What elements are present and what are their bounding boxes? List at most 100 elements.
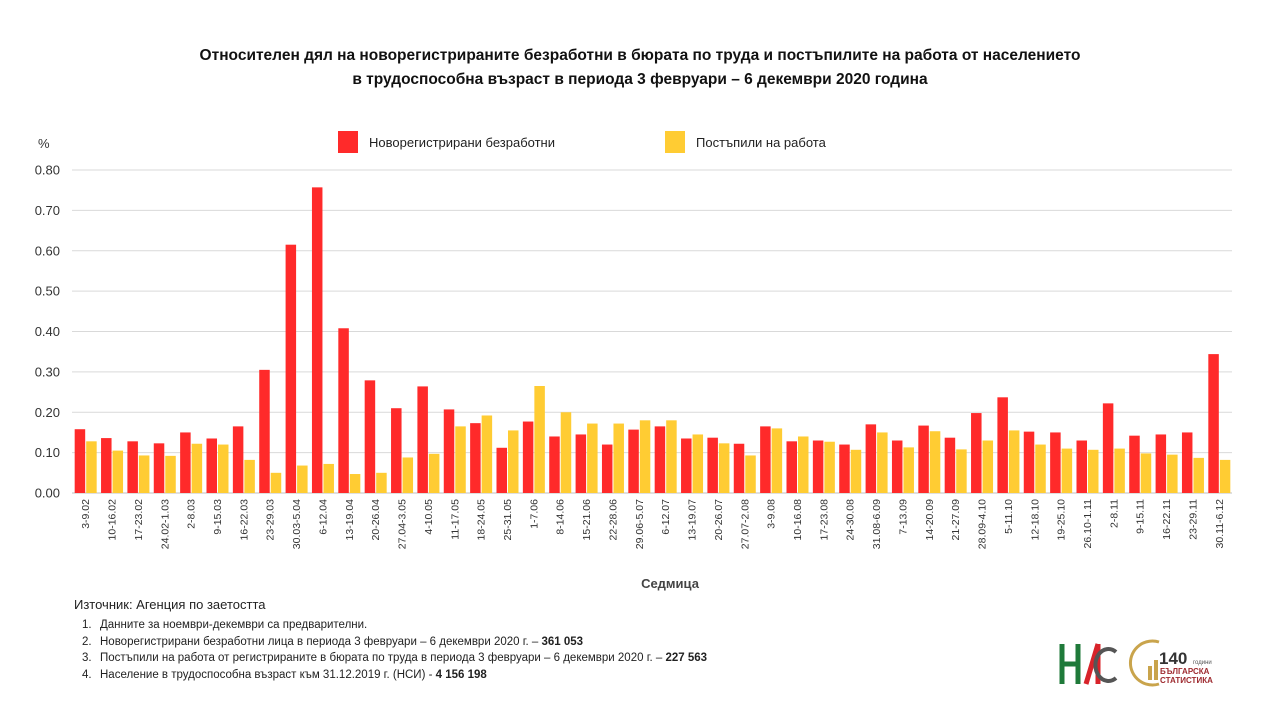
anniversary-ring-icon [1128, 639, 1160, 687]
bar-started-work [1008, 430, 1020, 493]
bar-new-unemployed [707, 437, 718, 493]
y-tick-label: 0.40 [35, 324, 60, 339]
x-tick-label: 27.07-2.08 [739, 499, 751, 549]
bar-new-unemployed [153, 443, 165, 493]
x-tick-label: 3-9.08 [766, 499, 778, 529]
legend-label-new-unemployed: Новорегистрирани безработни [369, 134, 555, 150]
x-axis-title: Седмица [641, 576, 699, 591]
footnote-4: 4. Население в трудоспособна възраст към … [82, 668, 487, 681]
x-tick-label: 30.11-6.12 [1214, 499, 1226, 549]
y-axis-unit: % [38, 136, 50, 151]
bar-new-unemployed [443, 409, 455, 493]
x-tick-label: 26.10-1.11 [1082, 499, 1094, 549]
x-tick-label: 29.06-5.07 [634, 499, 646, 549]
bar-started-work [508, 430, 519, 493]
x-tick-label: 10-16.02 [107, 499, 119, 541]
bar-new-unemployed [971, 413, 982, 493]
bar-started-work [929, 431, 941, 493]
chart-title: Относителен дял на новорегистрираните бе… [0, 44, 1280, 92]
bar-started-work [850, 449, 862, 493]
x-tick-label: 8-14.06 [555, 499, 567, 535]
bar-new-unemployed [1102, 403, 1114, 493]
bar-new-unemployed [391, 408, 402, 493]
x-tick-label: 20-26.07 [713, 499, 725, 541]
x-tick-label: 24.02-1.03 [159, 499, 171, 549]
bar-started-work [297, 465, 308, 493]
footnote-1: 1. Данните за ноември-декември са предвар… [82, 619, 368, 631]
legend-swatch-red [338, 131, 358, 153]
bar-started-work [323, 463, 334, 493]
x-tick-label: 13-19.07 [687, 499, 699, 541]
x-tick-label: 19-25.10 [1056, 499, 1068, 541]
bar-new-unemployed [865, 424, 877, 493]
anniversary-140-logo: 140 години БЪЛГАРСКА СТАТИСТИКА [1128, 639, 1213, 687]
chart-title-line2: в трудоспособна възраст в периода 3 февр… [352, 71, 928, 88]
x-tick-label: 27.04-3.05 [397, 499, 409, 549]
bar-new-unemployed [997, 397, 1008, 493]
bar-started-work [244, 459, 255, 493]
bar-new-unemployed [1129, 435, 1140, 493]
bar-new-unemployed [786, 441, 797, 493]
bar-started-work [86, 441, 97, 493]
bar-started-work [428, 453, 440, 493]
bar-started-work [560, 412, 572, 493]
x-tick-label: 11-17.05 [449, 499, 461, 540]
bar-started-work [877, 432, 888, 493]
bar-started-work [771, 428, 783, 493]
legend-swatch-yellow [665, 131, 685, 153]
x-tick-label: 5-11.10 [1003, 499, 1015, 534]
bar-new-unemployed [311, 187, 323, 493]
x-tick-label: 28.09-4.10 [977, 499, 989, 549]
bar-new-unemployed [760, 426, 771, 493]
y-tick-label: 0.60 [35, 243, 60, 258]
bar-new-unemployed [285, 244, 297, 493]
y-tick-label: 0.30 [35, 364, 60, 379]
anniversary-number: 140 [1159, 649, 1187, 668]
bar-started-work [1140, 453, 1152, 493]
bar-started-work [956, 449, 967, 493]
x-tick-label: 3-9.02 [80, 499, 92, 529]
bar-started-work [639, 420, 651, 493]
y-tick-label: 0.50 [35, 284, 60, 299]
bar-new-unemployed [1050, 432, 1061, 493]
x-tick-label: 17-23.08 [818, 499, 830, 541]
x-tick-label: 2-8.03 [186, 499, 198, 529]
legend-item-started-work: Постъпили на работа [665, 131, 826, 153]
bar-new-unemployed [496, 447, 507, 493]
x-tick-label: 23-29.03 [265, 499, 277, 541]
footnote-2: 2. Новорегистрирани безработни лица в пер… [82, 635, 584, 648]
bar-new-unemployed [101, 438, 112, 493]
legend-item-new-unemployed: Новорегистрирани безработни [338, 131, 555, 153]
bar-new-unemployed [127, 441, 138, 493]
y-tick-label: 0.70 [35, 203, 60, 218]
bar-started-work [376, 472, 387, 493]
x-tick-label: 25-31.05 [502, 499, 514, 541]
bar-new-unemployed [918, 425, 929, 493]
x-tick-label: 23-29.11 [1187, 499, 1199, 540]
footnotes: 1. Данните за ноември-декември са предвар… [82, 617, 707, 683]
bar-started-work [455, 426, 466, 493]
bar-new-unemployed [522, 421, 534, 493]
bar-new-unemployed [1208, 354, 1219, 493]
bar-started-work [534, 386, 545, 493]
bar-started-work [982, 440, 994, 493]
bar-started-work [218, 444, 229, 493]
bar-chart: 0.00 0.10 0.20 0.30 0.40 0.50 0.60 0.70 0.80 3-9.… [35, 163, 1232, 549]
bar-started-work [481, 415, 493, 493]
bar-started-work [191, 443, 203, 493]
bar-new-unemployed [575, 434, 587, 493]
x-tick-label: 13-19.04 [344, 499, 356, 541]
x-tick-label: 6-12.04 [317, 499, 329, 535]
x-tick-label: 21-27.09 [950, 499, 962, 541]
y-tick-label: 0.00 [35, 486, 60, 501]
bar-started-work [112, 450, 124, 493]
bar-new-unemployed [601, 444, 613, 493]
bar-new-unemployed [1155, 434, 1167, 493]
x-tick-label: 12-18.10 [1029, 499, 1041, 541]
bar-new-unemployed [628, 429, 639, 493]
x-tick-label: 22-28.06 [607, 499, 619, 541]
bar-new-unemployed [944, 437, 956, 493]
chart-title-line1: Относителен дял на новорегистрираните бе… [199, 47, 1081, 64]
bar-new-unemployed [549, 436, 560, 493]
bar-new-unemployed [681, 438, 692, 493]
